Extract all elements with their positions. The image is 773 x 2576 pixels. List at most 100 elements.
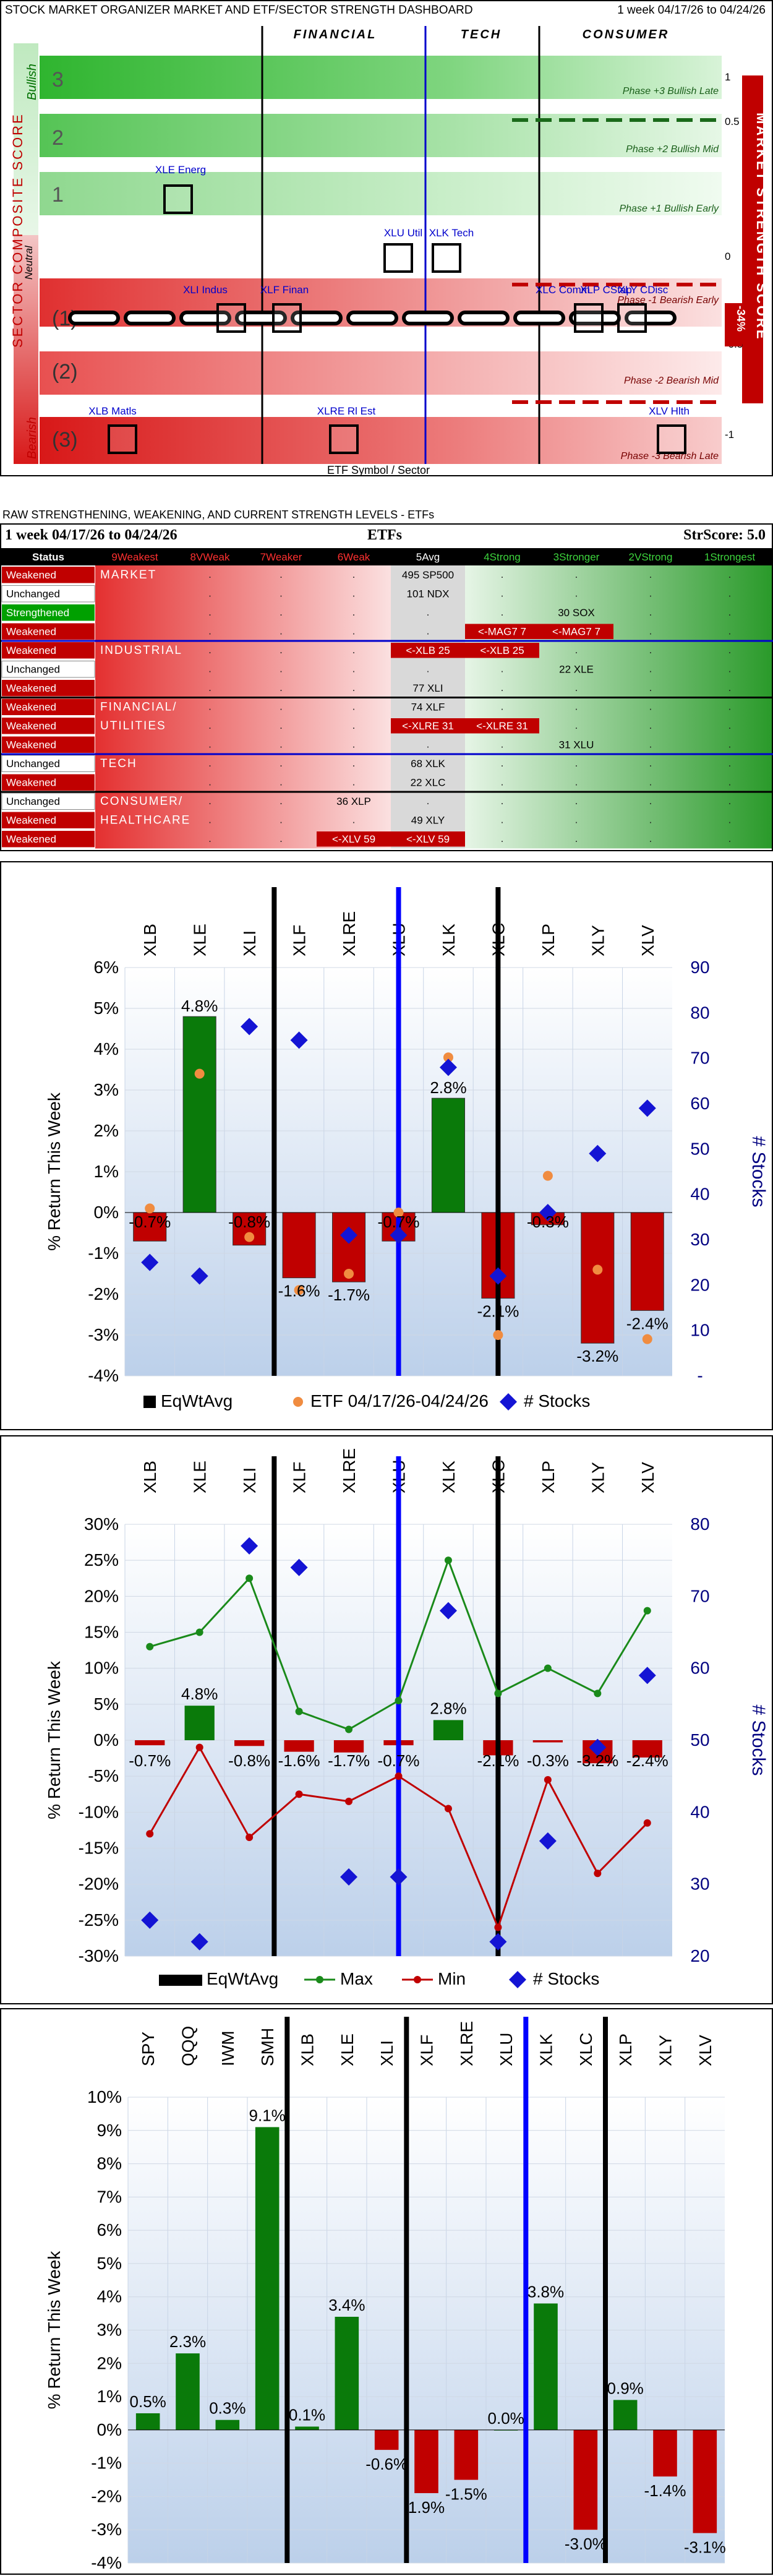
table-period: 1 week 04/17/26 to 04/24/26: [5, 527, 177, 543]
dot-5-2: .: [280, 644, 283, 656]
dot-11-2: .: [280, 757, 283, 769]
legend-swatch-stocks: [500, 1393, 517, 1410]
dot-3-5: .: [501, 606, 504, 618]
y-tick: -10%: [79, 1802, 119, 1821]
stocks-diamond: [439, 1602, 457, 1620]
y-tick: 7%: [97, 2187, 122, 2206]
dot-4-2: .: [280, 625, 283, 637]
row-label-5: (2): [52, 360, 78, 384]
etf-dot: [542, 1170, 553, 1181]
dot-11-3: .: [352, 757, 356, 769]
eqwt-bar: [284, 1740, 314, 1752]
cell-13-0: 36 XLP: [336, 796, 371, 807]
max-point: [594, 1689, 602, 1698]
right-tick-5: -1: [725, 429, 734, 440]
dot-3-7: .: [649, 606, 652, 618]
y2-tick: -: [697, 1366, 703, 1385]
right-score-bar: [742, 75, 763, 403]
data-label: 2.8%: [430, 1078, 466, 1097]
dot-6-2: .: [280, 663, 283, 675]
right-tick-3: 0: [725, 251, 730, 262]
etf-label-11: XLV Hlth: [649, 405, 690, 417]
data-label: -1.6%: [278, 1282, 320, 1300]
data-label: -0.8%: [228, 1213, 270, 1231]
stocks-diamond: [489, 1933, 507, 1951]
y-axis-title: % Return This Week: [45, 2251, 64, 2410]
y2-axis-title: # Stocks: [748, 1136, 769, 1207]
category-label: XLI: [377, 2040, 396, 2066]
dot-9-1: .: [208, 719, 211, 731]
y2-tick: 30: [690, 1230, 709, 1249]
phase-label-2: Phase +2 Bullish Mid: [626, 144, 719, 155]
right-tick-2: 0.5: [725, 116, 740, 127]
data-label: 2.8%: [430, 1699, 466, 1717]
dot-10-3: .: [352, 739, 356, 750]
column-header-1: FINANCIAL: [294, 28, 377, 41]
legend-stocks: # Stocks: [533, 1969, 599, 1988]
dot-12-5: .: [501, 776, 504, 788]
data-label: -3.2%: [576, 1347, 618, 1365]
etf-bar: [215, 2419, 240, 2430]
sector-dashboard: STOCK MARKET ORGANIZER MARKET AND ETF/SE…: [0, 0, 773, 476]
status-cell-14: [2, 812, 95, 828]
section-label-3-1: UTILITIES: [100, 719, 166, 732]
data-label: -0.8%: [228, 1751, 270, 1770]
dot-11-6: .: [575, 757, 578, 769]
category-label: XLY: [588, 925, 607, 956]
category-label: XLF: [290, 1462, 309, 1493]
etf-bar: [493, 2429, 518, 2431]
left-bullish-bar: [14, 43, 38, 235]
data-label: 9.1%: [249, 2106, 286, 2124]
etf-dot: [294, 1285, 304, 1295]
eqwt-bar: [581, 1212, 615, 1344]
y-tick: -1%: [88, 1243, 119, 1263]
y2-tick: 70: [690, 1586, 709, 1605]
y2-tick: 40: [690, 1802, 709, 1821]
data-label: -2.1%: [477, 1751, 519, 1770]
dot-13-4: .: [427, 795, 430, 807]
stocks-diamond: [340, 1226, 358, 1244]
dot-6-5: .: [501, 663, 504, 675]
dot-8-1: .: [208, 701, 211, 713]
dot-13-2: .: [280, 795, 283, 807]
etf-label-6: XLC Comm: [536, 284, 590, 296]
etf-dot: [244, 1232, 255, 1242]
dot-2-5: .: [501, 588, 504, 599]
stocks-diamond: [539, 1204, 557, 1221]
category-label: XLY: [656, 2035, 675, 2066]
cell-5-0: <-XLB 25: [406, 645, 450, 656]
level-header-6: 4Strong: [484, 551, 521, 563]
y2-tick: 50: [690, 1730, 709, 1750]
etf-bar: [374, 2429, 399, 2450]
y-tick: -2%: [91, 2486, 122, 2505]
dot-13-7: .: [649, 795, 652, 807]
section-label-5-0: CONSUMER/: [100, 795, 183, 808]
etf-marker-4: [216, 303, 246, 333]
dashboard-x-label: ETF Symbol / Sector: [327, 464, 430, 476]
section-label-2-0: INDUSTRIAL: [100, 644, 182, 657]
category-label: XLP: [539, 1461, 558, 1493]
y2-tick: 70: [690, 1049, 709, 1068]
data-label: -3.0%: [565, 2535, 607, 2553]
cell-4-0: <-MAG7 7: [478, 626, 526, 638]
data-label: 0.1%: [289, 2405, 325, 2424]
cell-bg-5-0: [391, 643, 465, 658]
table-etfs-label: ETFs: [367, 527, 403, 543]
data-label: -0.3%: [527, 1213, 569, 1231]
y-tick: 30%: [84, 1514, 119, 1534]
dot-12-3: .: [352, 776, 356, 788]
max-point: [444, 1556, 452, 1565]
category-label: XLC: [576, 2033, 596, 2066]
dot-1-2: .: [280, 569, 283, 580]
cell-8-0: 74 XLF: [411, 702, 445, 713]
dot-10-4: .: [427, 739, 430, 750]
etf-marker-9: [329, 424, 359, 454]
chart-weekly-return-panel: -4% -3% -2% -1% 0% 1% 2% 3% 4% 5% 6% 10 20 30 40 50 60 70…: [0, 861, 773, 1430]
data-label: -1.5%: [445, 2485, 487, 2504]
etf-return-chart: -4% -3% -2% -1% 0% 1% 2% 3% 4% 5% 6% 7% 8% 9% 10% SPY QQ…: [45, 2017, 726, 2572]
dot-8-5: .: [501, 701, 504, 713]
legend-etf: ETF 04/17/26-04/24/26: [310, 1391, 489, 1410]
category-label: XLV: [638, 1462, 657, 1493]
y2-tick: 20: [690, 1275, 709, 1294]
dot-8-8: .: [728, 701, 732, 713]
